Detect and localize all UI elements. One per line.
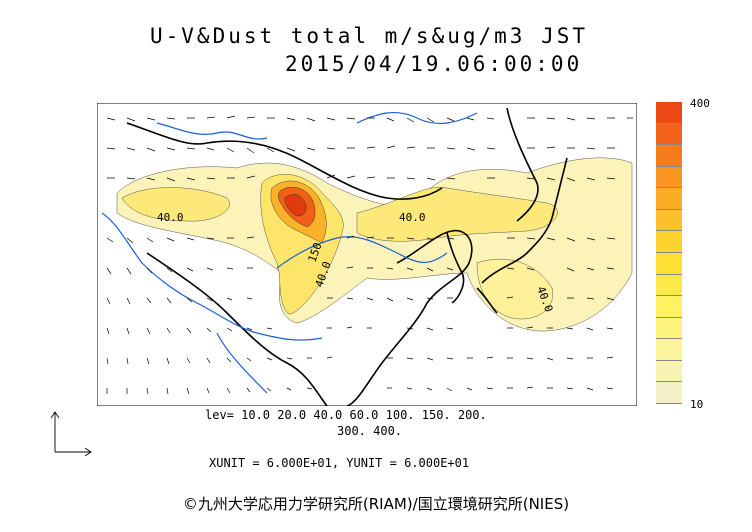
colorbar-cell <box>656 317 682 340</box>
colorbar-cell <box>656 339 682 361</box>
contour-label: 40.0 <box>157 211 184 224</box>
colorbar <box>656 102 682 404</box>
colorbar-cell <box>656 360 682 383</box>
colorbar-cell <box>656 231 682 253</box>
colorbar-cell <box>656 188 682 210</box>
colorbar-cell <box>656 145 682 167</box>
colorbar-cell <box>656 382 682 404</box>
colorbar-cell <box>656 296 682 318</box>
chart-timestamp: 2015/04/19.06:00:00 <box>285 52 583 76</box>
unit-scale-text: XUNIT = 6.000E+01, YUNIT = 6.000E+01 <box>209 456 470 470</box>
rivers <box>101 112 478 394</box>
coastlines <box>126 107 568 406</box>
colorbar-cell <box>656 123 682 146</box>
wind-vectors <box>106 115 633 395</box>
copyright-credit: ©九州大学応用力学研究所(RIAM)/国立環境研究所(NIES) <box>182 495 570 513</box>
colorbar-cell <box>656 102 682 124</box>
colorbar-cell <box>656 209 682 232</box>
colorbar-cell <box>656 253 682 275</box>
dust-field <box>116 157 633 332</box>
chart-title: U-V&Dust total m/s&ug/m3 JST <box>150 24 589 48</box>
dust-map: 40.0 150 40.0 40.0 40.0 <box>97 103 637 406</box>
colorbar-max-label: 400 <box>690 97 710 110</box>
contour-label: 40.0 <box>399 211 426 224</box>
colorbar-cell <box>656 274 682 297</box>
colorbar-min-label: 10 <box>690 398 704 411</box>
colorbar-cell <box>656 166 682 189</box>
contour-levels-line1: lev= 10.0 20.0 40.0 60.0 100. 150. 200. <box>205 408 487 422</box>
contour-label: 150 <box>306 241 325 264</box>
axes-arrows-icon <box>50 411 92 456</box>
contour-levels-line2: 300. 400. <box>337 424 403 438</box>
